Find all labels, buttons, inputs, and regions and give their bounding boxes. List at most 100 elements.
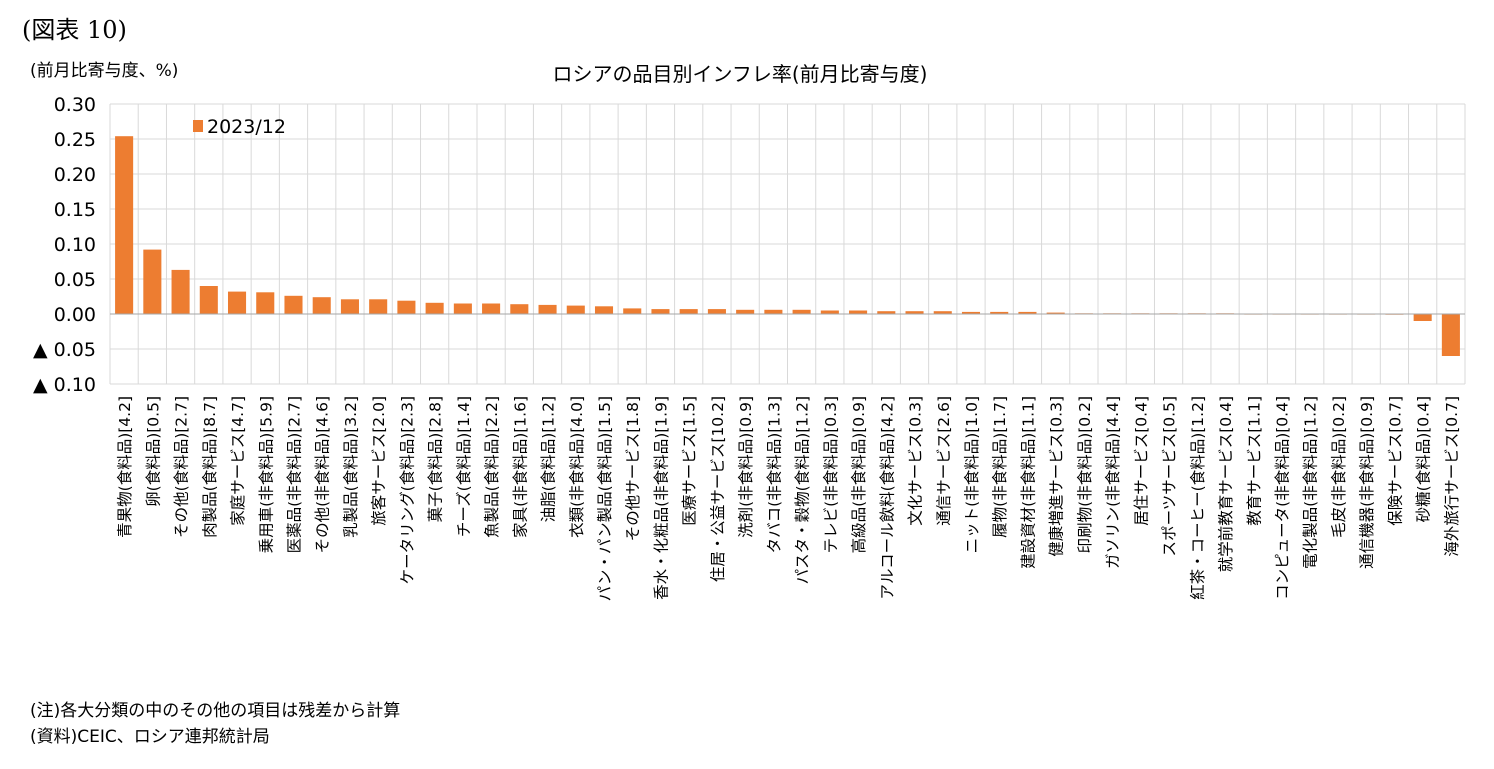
bar	[905, 311, 924, 314]
x-tick-label: その他サービス[1.8]	[624, 396, 642, 541]
bar	[425, 302, 444, 314]
x-tick-label: 印刷物(非食料品)[0.2]	[1076, 396, 1094, 553]
x-tick-label: 旅客サービス[2.0]	[370, 396, 388, 526]
x-tick-label: タバコ(非食料品)[1.3]	[765, 396, 783, 553]
x-tick-label: 健康増進サービス[0.3]	[1048, 396, 1066, 557]
x-tick-label: 砂糖(食料品)[0.4]	[1415, 396, 1433, 522]
bar	[849, 310, 868, 314]
x-tick-label: スポーツサービス[0.5]	[1161, 396, 1179, 556]
x-tick-label: 青果物(食料品)[4.2]	[116, 396, 134, 538]
x-tick-label: アルコール飲料(食料品)[4.2]	[878, 396, 896, 600]
bar	[961, 311, 981, 314]
x-tick-label: 医薬品(非食料品)[2.7]	[285, 396, 303, 553]
x-tick-label: ガソリン(非食料品)[4.4]	[1104, 396, 1122, 569]
bar	[482, 303, 501, 314]
y-tick-label: 0.05	[54, 269, 96, 291]
y-axis-unit-label: (前月比寄与度、%)	[30, 61, 179, 81]
bar	[256, 292, 275, 314]
legend-label: 2023/12	[207, 116, 286, 138]
x-tick-label: テレビ(非食料品)[0.3]	[822, 396, 840, 553]
x-tick-label: 住居・公益サービス[10.2]	[709, 396, 727, 582]
x-tick-label: 高級品(非食料品)[0.9]	[850, 396, 868, 553]
y-tick-label: ▲ 0.05	[33, 339, 96, 361]
y-tick-label: 0.00	[54, 304, 96, 326]
x-tick-label: コンピュータ(非食料品)[0.4]	[1274, 396, 1292, 600]
bar	[1018, 311, 1037, 314]
bar	[707, 309, 726, 314]
bar	[312, 297, 331, 314]
x-tick-label: 教育サービス[1.1]	[1245, 396, 1263, 526]
x-tick-label: 油脂(食料品)[1.2]	[540, 396, 558, 522]
bar	[594, 306, 614, 314]
x-tick-label: 魚製品(食料品)[2.2]	[483, 396, 501, 538]
x-tick-label: 保険サービス[0.7]	[1386, 396, 1404, 526]
x-tick-label: 文化サービス[0.3]	[907, 396, 925, 526]
x-tick-label: 通信機器(非食料品)[0.9]	[1358, 396, 1376, 569]
bar	[143, 249, 162, 314]
bar	[1441, 314, 1460, 356]
x-tick-label: 医療サービス[1.5]	[681, 396, 699, 526]
x-tick-label: その他(非食料品)[4.6]	[314, 396, 332, 553]
footnote-source: (資料)CEIC、ロシア連邦統計局	[30, 727, 270, 747]
bar	[227, 291, 247, 314]
y-tick-label: 0.30	[54, 94, 96, 116]
x-tick-label: パスタ・穀物(食料品)[1.2]	[794, 396, 812, 584]
y-tick-label: 0.25	[54, 129, 96, 151]
bar	[369, 299, 388, 314]
chart-title: ロシアの品目別インフレ率(前月比寄与度)	[552, 62, 928, 86]
x-tick-label: 衣類(非食料品)[4.0]	[568, 396, 586, 538]
x-tick-label: 乗用車(非食料品)[5.9]	[257, 396, 275, 553]
x-tick-label: 家庭サービス[4.7]	[229, 396, 247, 526]
x-tick-label: 電化製品(非食料品)[1.2]	[1302, 396, 1320, 569]
figure-label: (図表 10)	[22, 16, 127, 44]
x-tick-label: 乳製品(食料品)[3.2]	[342, 396, 360, 538]
bar-chart: 0.30 0.25 0.20 0.15 0.10 0.05 0.00 ▲ 0.05 ▲ 0.10…	[33, 94, 1466, 601]
y-tick-label: 0.10	[54, 234, 96, 256]
y-tick-label: 0.20	[54, 164, 96, 186]
x-tick-label: 菓子(食料品)[2.8]	[427, 396, 445, 522]
x-tick-label: 紅茶・コーヒー(食料品)[1.2]	[1189, 396, 1207, 600]
x-tick-label: 毛皮(非食料品)[0.2]	[1330, 396, 1348, 538]
bar	[115, 136, 134, 314]
bar	[933, 311, 952, 314]
bar	[990, 311, 1009, 314]
bar	[736, 309, 755, 314]
bar	[566, 305, 585, 314]
x-tick-label: ケータリング(食料品)[2.3]	[398, 396, 416, 584]
bar	[792, 309, 811, 314]
x-tick-label: その他(食料品)[2.7]	[173, 396, 191, 538]
bar	[623, 308, 642, 314]
y-tick-label: ▲ 0.10	[33, 374, 96, 396]
bar	[171, 269, 190, 314]
bar	[820, 310, 839, 314]
x-tick-label: 海外旅行サービス[0.7]	[1443, 396, 1461, 557]
bar	[1413, 314, 1432, 321]
bar	[877, 311, 896, 314]
x-tick-label: ニット(非食料品)[1.0]	[963, 396, 981, 553]
bar	[679, 309, 698, 314]
footnote-note: (注)各大分類の中のその他の項目は残差から計算	[30, 701, 401, 721]
x-tick-label: 洗剤(非食料品)[0.9]	[737, 396, 755, 538]
x-tick-label: パン・パン製品(食料品)[1.5]	[596, 396, 614, 601]
x-tick-label: 香水・化粧品(非食料品)[1.9]	[652, 396, 670, 600]
bar	[284, 295, 303, 314]
x-tick-label: チーズ(食料品)[1.4]	[455, 396, 473, 537]
bar	[1046, 312, 1065, 314]
y-tick-label: 0.15	[54, 199, 96, 221]
bar	[764, 309, 783, 314]
bar	[453, 303, 472, 314]
x-tick-label: 卵(食料品)[0.5]	[144, 396, 162, 507]
x-tick-label: 就学前教育サービス[0.4]	[1217, 396, 1235, 572]
x-tick-label: 家具(非食料品)[1.6]	[511, 396, 529, 538]
x-tick-label: 居住サービス[0.4]	[1132, 396, 1150, 526]
bar	[651, 309, 670, 314]
x-tick-label: 建設資材(非食料品)[1.1]	[1019, 396, 1037, 569]
bar	[199, 286, 218, 314]
bar	[340, 299, 359, 314]
bar	[510, 304, 529, 314]
bar	[538, 304, 557, 314]
x-tick-label: 肉製品(食料品)[8.7]	[201, 396, 219, 538]
legend-swatch	[193, 120, 203, 132]
bar	[397, 300, 416, 314]
x-tick-label: 通信サービス[2.6]	[935, 396, 953, 526]
